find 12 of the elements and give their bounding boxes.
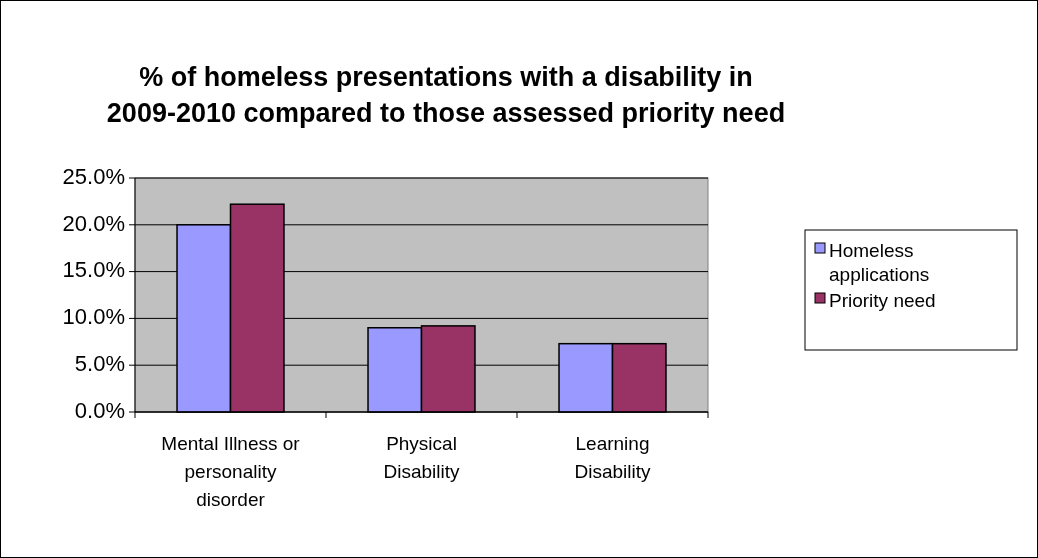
- x-tick-label: Physical Disability: [383, 433, 460, 482]
- y-tick-label: 25.0%: [62, 163, 125, 189]
- y-tick-label: 15.0%: [62, 257, 125, 283]
- legend-label: Priority need: [829, 290, 936, 312]
- y-tick-label: 5.0%: [74, 351, 125, 377]
- legend-label: Homeless applications: [829, 240, 930, 286]
- x-tick-label: Learning Disability: [574, 433, 651, 482]
- y-tick-label: 20.0%: [62, 210, 125, 236]
- y-tick-label: 0.0%: [74, 397, 125, 423]
- y-tick-label: 10.0%: [62, 304, 125, 330]
- x-tick-label: Mental Illness or personality disorder: [161, 433, 301, 510]
- chart-title: % of homeless presentations with a disability in 2009-2010 compared to those assessed priority need: [106, 62, 786, 128]
